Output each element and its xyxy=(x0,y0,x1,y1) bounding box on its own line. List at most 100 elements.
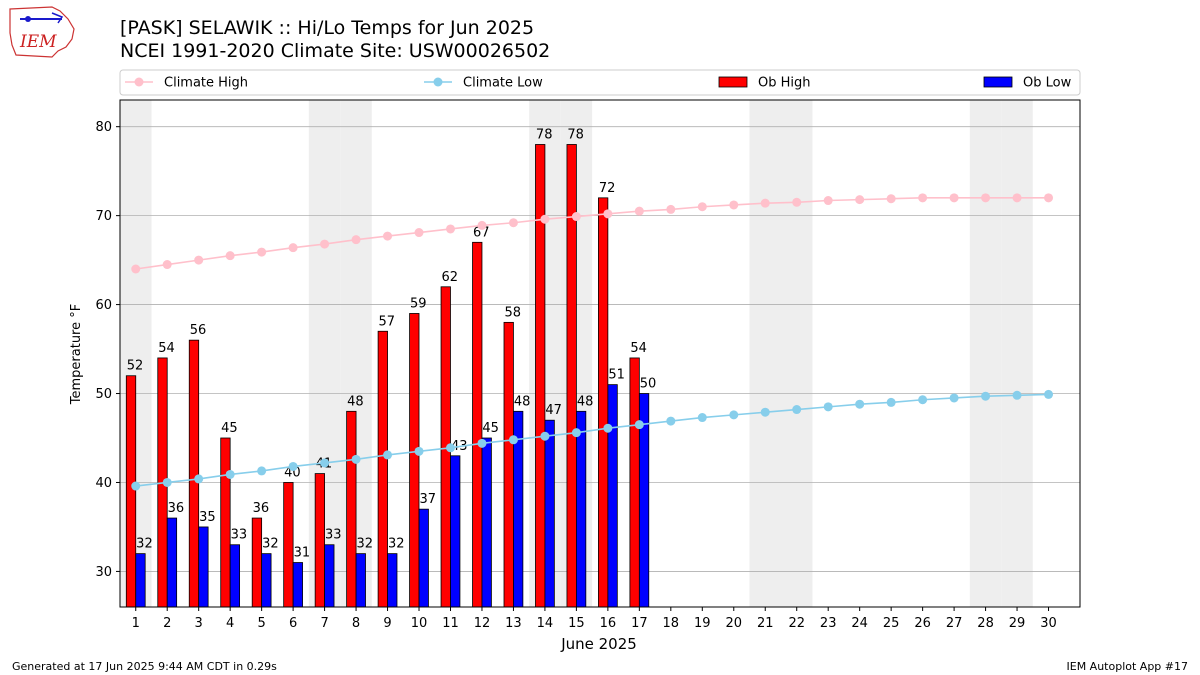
x-tick-label: 24 xyxy=(851,616,868,631)
ob-high-data-label: 48 xyxy=(347,394,364,409)
climate-high-legend-dot xyxy=(134,77,144,87)
ob-high-legend-marker xyxy=(718,76,748,88)
ob-high-legend-label: Ob High xyxy=(758,76,811,91)
ob-low-bar xyxy=(166,517,178,608)
ob-high-bar xyxy=(409,313,420,608)
climate-high-point xyxy=(886,194,896,204)
climate-low-point xyxy=(288,461,298,471)
y-axis-label: Temperature °F xyxy=(69,304,84,405)
climate-high-point xyxy=(729,200,739,210)
x-tick-label: 13 xyxy=(505,616,522,631)
climate-high-point xyxy=(131,264,141,274)
ob-low-bar xyxy=(355,553,366,608)
x-tick-label: 20 xyxy=(725,616,742,631)
climate-low-point xyxy=(351,454,361,464)
climate-high-point xyxy=(666,204,676,214)
plot-frame xyxy=(119,99,1081,608)
climate-low-point xyxy=(225,469,235,479)
ob-high-bar xyxy=(472,241,483,608)
x-tick-label: 15 xyxy=(568,616,585,631)
climate-low-point xyxy=(603,423,613,433)
y-tick-label: 50 xyxy=(95,387,112,402)
x-tick-label: 14 xyxy=(537,616,554,631)
climate-low-point xyxy=(383,450,393,460)
climate-low-point xyxy=(918,395,928,405)
ob-low-data-label: 50 xyxy=(640,377,657,392)
ob-low-bar xyxy=(607,384,618,608)
ob-low-bar xyxy=(324,544,335,608)
climate-low-legend-dot xyxy=(433,77,443,87)
ob-low-data-label: 51 xyxy=(608,368,625,383)
climate-high-point xyxy=(634,206,644,216)
y-tick-label: 70 xyxy=(95,209,112,224)
ob-low-data-label: 32 xyxy=(388,537,405,552)
ob-low-bar xyxy=(418,508,429,608)
x-axis-label: June 2025 xyxy=(560,635,637,653)
climate-high-point xyxy=(949,193,959,203)
x-tick-label: 18 xyxy=(663,616,680,631)
climate-low-point xyxy=(981,391,991,401)
ob-low-bar xyxy=(481,437,492,608)
y-tick-label: 30 xyxy=(95,565,112,580)
x-tick-label: 25 xyxy=(883,616,900,631)
climate-high-point xyxy=(571,212,581,222)
climate-high-point xyxy=(445,224,455,234)
climate-high-point xyxy=(697,202,707,212)
x-tick-label: 1 xyxy=(132,616,140,631)
ob-high-data-label: 59 xyxy=(410,296,427,311)
ob-low-data-label: 37 xyxy=(419,492,436,507)
climate-low-point xyxy=(666,416,676,426)
ob-low-bar xyxy=(544,419,555,608)
ob-high-data-label: 54 xyxy=(630,341,647,356)
y-tick-label: 40 xyxy=(95,476,112,491)
climate-low-point xyxy=(729,410,739,420)
x-tick-label: 26 xyxy=(914,616,931,631)
climate-low-point xyxy=(886,397,896,407)
ob-low-data-label: 45 xyxy=(482,421,499,436)
climate-high-point xyxy=(1044,193,1054,203)
ob-low-bar xyxy=(261,553,272,608)
ob-high-bar xyxy=(314,473,325,608)
iem-logo: IEM xyxy=(9,6,75,58)
climate-high-line xyxy=(135,197,1049,270)
ob-high-data-label: 62 xyxy=(441,270,458,285)
x-tick-label: 8 xyxy=(352,616,360,631)
x-tick-label: 6 xyxy=(289,616,297,631)
ob-high-bar xyxy=(598,197,609,608)
x-tick-label: 7 xyxy=(320,616,328,631)
climate-low-point xyxy=(477,438,487,448)
plot-area: 3040506070805254564536404148575962675878… xyxy=(95,99,1081,631)
ob-high-data-label: 72 xyxy=(599,181,616,196)
ob-high-data-label: 58 xyxy=(504,305,521,320)
ob-high-bar xyxy=(283,482,294,608)
ob-low-bar xyxy=(292,562,303,608)
legend: Climate High Climate Low Ob High Ob Low xyxy=(119,69,1081,96)
ob-high-bar xyxy=(251,517,263,608)
generated-note: Generated at 17 Jun 2025 9:44 AM CDT in … xyxy=(12,660,277,673)
x-tick-label: 23 xyxy=(820,616,837,631)
climate-low-point xyxy=(760,407,770,417)
logo-text: IEM xyxy=(19,32,57,52)
ob-high-bar xyxy=(346,410,357,608)
ob-low-data-label: 32 xyxy=(262,537,279,552)
ob-high-data-label: 78 xyxy=(536,127,553,142)
x-tick-label: 11 xyxy=(442,616,459,631)
ob-high-data-label: 36 xyxy=(253,501,270,516)
climate-low-point xyxy=(949,393,959,403)
ob-low-legend-marker xyxy=(983,76,1013,88)
x-tick-label: 19 xyxy=(694,616,711,631)
climate-low-legend-label: Climate Low xyxy=(463,76,543,91)
x-tick-label: 4 xyxy=(226,616,234,631)
x-tick-label: 5 xyxy=(257,616,265,631)
climate-high-point xyxy=(383,231,393,241)
climate-low-point xyxy=(697,413,707,423)
climate-high-point xyxy=(540,214,550,224)
x-tick-label: 28 xyxy=(977,616,994,631)
ob-high-bar xyxy=(377,330,388,608)
climate-low-point xyxy=(320,458,330,468)
x-tick-label: 22 xyxy=(788,616,805,631)
climate-high-point xyxy=(508,218,518,228)
legend-box xyxy=(119,69,1081,96)
weekend-shade xyxy=(969,100,1002,607)
ob-low-data-label: 32 xyxy=(136,537,153,552)
